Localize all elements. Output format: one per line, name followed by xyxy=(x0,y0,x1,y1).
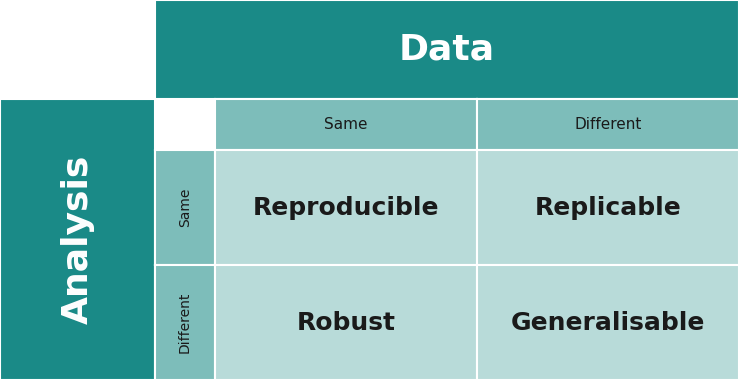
Text: Robust: Robust xyxy=(296,310,395,334)
Text: Data: Data xyxy=(399,32,495,66)
Text: Same: Same xyxy=(324,117,368,132)
Text: Same: Same xyxy=(178,188,192,227)
Text: Analysis: Analysis xyxy=(61,155,95,324)
Text: Generalisable: Generalisable xyxy=(511,310,705,334)
Text: Different: Different xyxy=(574,117,641,132)
Text: Different: Different xyxy=(178,292,192,353)
Text: Reproducible: Reproducible xyxy=(253,196,439,220)
Text: Replicable: Replicable xyxy=(534,196,681,220)
